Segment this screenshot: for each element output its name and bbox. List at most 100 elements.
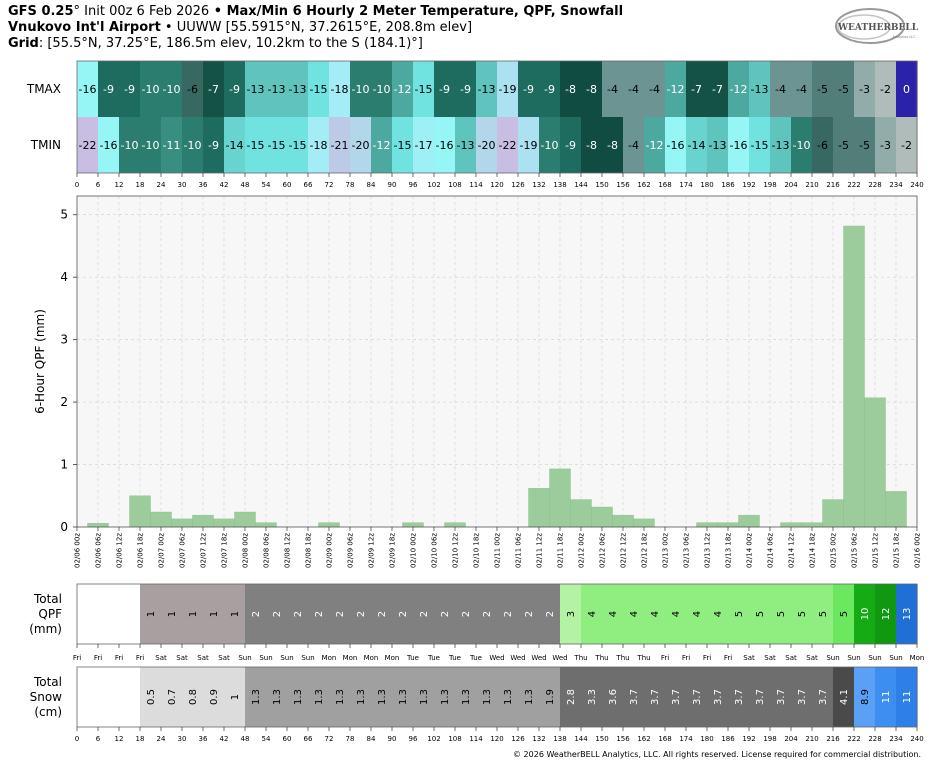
header-line-1: GFS 0.25° Init 00z 6 Feb 2026 • Max/Min … [8,4,828,20]
hour-tick-label: 30 [178,181,187,189]
logo-subtext: Analytics LLC [892,35,916,39]
temp-value: -15 [751,139,769,152]
hour-tick-label-bottom: 180 [700,735,713,743]
x-tick-label: 02/10 06z [431,533,439,568]
temp-cell [854,61,876,117]
strip-cell [749,584,771,644]
hour-tick-label-bottom: 162 [637,735,650,743]
temp-cell [707,61,729,117]
strip-value: 2 [356,611,367,617]
temp-value: -12 [373,139,391,152]
strip-cell [329,667,351,727]
qpf-bar [129,495,151,528]
temp-value: -4 [628,139,639,152]
temp-cell [476,61,498,117]
temp-cell [770,117,792,173]
temp-cell [518,117,540,173]
temp-value: -10 [163,83,181,96]
strip-cell [224,667,246,727]
day-tick-label: Fri [661,654,669,662]
strip-value: 2 [545,611,556,617]
temp-cell [644,61,666,117]
strip-cell [623,584,645,644]
model-name: GFS 0.25 [8,4,74,19]
hour-tick-label: 48 [241,181,250,189]
temp-cell [497,61,519,117]
hour-tick-label-bottom: 126 [511,735,525,743]
temp-value: -16 [100,139,118,152]
temp-value: -10 [142,83,160,96]
hour-tick-label: 60 [283,181,292,189]
strip-value: 10 [860,608,871,621]
y-tick-label: 0 [60,520,68,534]
x-tick-label: 02/09 06z [347,533,355,568]
x-tick-label: 02/11 06z [515,533,523,568]
strip-label: QPF [38,607,62,621]
x-tick-label: 02/07 18z [221,533,229,568]
temp-value: -13 [289,83,307,96]
hour-tick-label-bottom: 204 [784,735,798,743]
hour-tick-label: 18 [136,181,145,189]
station-name: Vnukovo Int'l Airport [8,20,161,35]
strip-value: 0.7 [167,689,178,705]
temp-value: -19 [499,83,517,96]
temp-value: -10 [184,139,202,152]
strip-value: 1 [230,611,241,617]
strip-value: 4 [671,611,682,617]
hour-tick-label-bottom: 228 [868,735,881,743]
hour-tick-label: 180 [700,181,713,189]
temp-cell [476,117,498,173]
x-tick-label: 02/09 18z [389,533,397,568]
station-info: • UUWW [55.5915°N, 37.2615°E, 208.8m ele… [160,20,473,35]
hour-tick-label: 132 [532,181,545,189]
temp-cell [665,61,687,117]
temp-value: -18 [310,139,328,152]
strip-value: 1.3 [251,689,262,705]
day-tick-label: Tue [406,654,419,662]
temp-cell [140,117,162,173]
strip-cell [182,667,204,727]
hour-tick-label: 66 [304,181,313,189]
strip-cell [812,584,834,644]
day-tick-label: Sun [238,654,251,662]
hour-tick-label-bottom: 156 [616,735,630,743]
temp-value: 0 [903,83,910,96]
temp-value: -13 [772,139,790,152]
strip-value: 2 [335,611,346,617]
strip-value: 1.3 [335,689,346,705]
temp-value: -19 [520,139,538,152]
strip-value: 0.9 [209,689,220,705]
strip-cell [350,667,372,727]
temp-cell [287,117,309,173]
day-tick-label: Sat [785,654,797,662]
strip-value: 1.3 [440,689,451,705]
day-tick-label: Sun [889,654,902,662]
x-tick-label: 02/11 12z [536,533,544,568]
hour-tick-label-bottom: 30 [178,735,187,743]
temp-value: -15 [394,139,412,152]
strip-value: 3.7 [671,689,682,705]
temp-cell [833,117,855,173]
x-tick-label: 02/06 00z [74,533,82,568]
strip-cell [140,667,162,727]
temp-cell [455,117,477,173]
temp-cell [224,117,246,173]
hour-tick-label-bottom: 168 [658,735,671,743]
strip-cell [623,667,645,727]
strip-value: 1 [209,611,220,617]
hour-tick-label: 162 [637,181,650,189]
hour-tick-label: 156 [616,181,630,189]
strip-value: 1.3 [398,689,409,705]
x-tick-label: 02/08 12z [284,533,292,568]
strip-value: 11 [902,691,913,704]
temp-value: -8 [607,139,618,152]
temp-value: -4 [628,83,639,96]
strip-cell [329,584,351,644]
strip-value: 2 [419,611,430,617]
temp-value: -4 [796,83,807,96]
temp-value: -2 [901,139,912,152]
day-tick-label: Tue [427,654,440,662]
strip-cell [371,667,393,727]
temp-value: -9 [439,83,450,96]
hour-tick-label-bottom: 66 [304,735,313,743]
